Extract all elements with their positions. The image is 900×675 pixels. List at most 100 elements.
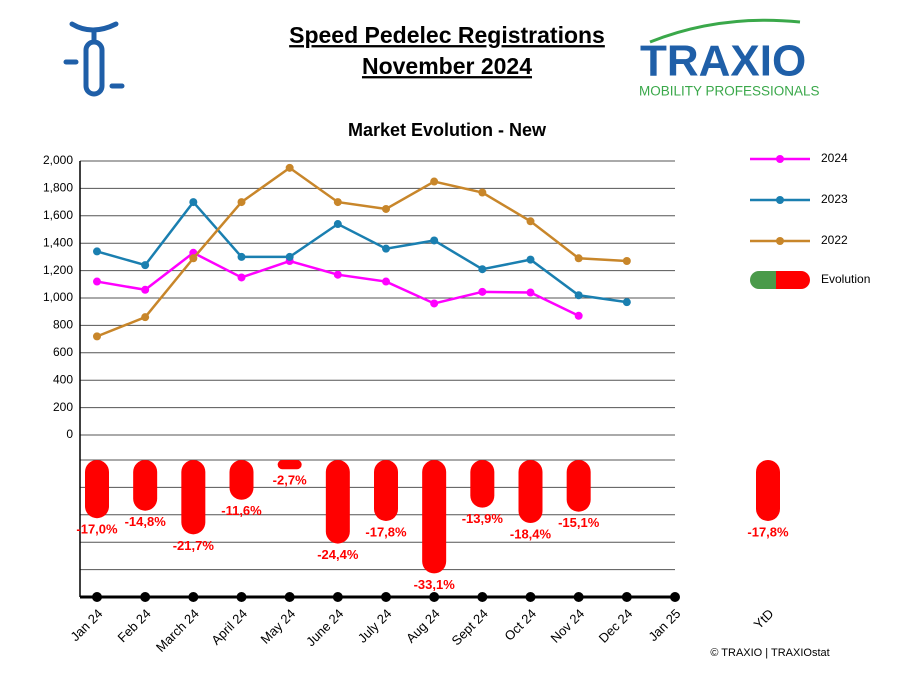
x-tick-label: Dec 24 xyxy=(596,606,636,646)
logo-name: TRAXIO xyxy=(640,37,806,86)
x-tick-label: June 24 xyxy=(303,606,346,649)
y-tick-label: 200 xyxy=(53,400,73,414)
legend-dot xyxy=(776,155,784,163)
legend-label: 2022 xyxy=(821,233,848,247)
series-point xyxy=(141,313,150,322)
series-point xyxy=(478,287,487,296)
x-tick-label: Sept 24 xyxy=(449,606,491,648)
x-tick-label: Aug 24 xyxy=(403,606,443,646)
series-point xyxy=(574,254,583,263)
evolution-label: -17,0% xyxy=(76,522,118,537)
evolution-bar xyxy=(133,460,158,511)
x-tick-label: March 24 xyxy=(153,606,202,655)
evolution-bar xyxy=(422,460,447,574)
series-point xyxy=(141,285,150,294)
x-tick-label: Jan 24 xyxy=(67,606,105,644)
y-tick-label: 1,400 xyxy=(43,235,73,249)
evolution-bar xyxy=(518,460,543,524)
y-tick-label: 1,000 xyxy=(43,290,73,304)
series-point xyxy=(93,247,101,256)
series-point xyxy=(285,252,294,261)
series-point xyxy=(478,188,487,197)
evolution-label: -17,8% xyxy=(747,524,789,539)
evolution-bar xyxy=(277,460,302,470)
series-point xyxy=(478,265,487,274)
legend-label: 2023 xyxy=(821,192,848,206)
series-line xyxy=(96,251,580,317)
y-tick-label: 0 xyxy=(66,427,73,441)
series-point xyxy=(333,270,342,279)
x-axis-dot xyxy=(670,592,680,602)
evolution-label: -15,1% xyxy=(558,515,600,530)
evolution-label: -13,9% xyxy=(462,511,504,526)
series-point xyxy=(93,332,101,341)
series-point xyxy=(526,255,535,264)
evolution-bar xyxy=(325,460,350,544)
x-axis-dot xyxy=(92,592,102,602)
y-tick-label: 400 xyxy=(53,372,73,386)
evolution-bar xyxy=(374,460,398,521)
y-tick-label: 600 xyxy=(53,345,73,359)
series-point xyxy=(574,291,583,300)
legend-evolution-neg xyxy=(776,271,788,289)
title: Speed Pedelec Registrations xyxy=(289,22,605,48)
evolution-label: -11,6% xyxy=(221,503,262,518)
logo-swoosh xyxy=(649,18,801,44)
x-axis-dot xyxy=(188,592,199,602)
subtitle: November 2024 xyxy=(362,53,532,79)
series-point xyxy=(574,311,583,320)
x-axis-dot xyxy=(525,592,536,602)
series-point xyxy=(285,163,294,172)
x-axis-dot xyxy=(429,592,440,602)
series-point xyxy=(430,236,439,245)
evolution-label: -33,1% xyxy=(414,577,456,592)
evolution-label: -14,8% xyxy=(125,514,167,529)
series-point xyxy=(382,204,390,213)
series-point xyxy=(237,198,246,207)
x-tick-label: Oct 24 xyxy=(501,606,539,644)
x-axis-dot xyxy=(236,592,247,602)
x-axis-dot xyxy=(332,592,343,602)
evolution-bar xyxy=(470,460,495,508)
evolution-bar xyxy=(181,460,206,535)
series-line xyxy=(96,166,627,338)
series-point xyxy=(382,277,390,286)
y-tick-label: 800 xyxy=(53,318,73,332)
icon xyxy=(63,21,125,97)
x-tick-label: Feb 24 xyxy=(114,606,153,645)
series-point xyxy=(382,244,390,253)
x-tick-label: April 24 xyxy=(208,606,250,648)
series-point xyxy=(189,254,198,263)
x-tick-label: Jan 25 xyxy=(645,606,683,644)
series-line xyxy=(96,200,628,304)
legend-label: 2024 xyxy=(821,151,848,165)
evolution-label: -21,7% xyxy=(173,538,215,553)
x-tick-label: May 24 xyxy=(257,606,298,647)
legend-label: Evolution xyxy=(821,272,870,286)
x-axis-dot xyxy=(477,592,488,602)
series-point xyxy=(430,299,439,308)
series-point xyxy=(622,257,631,266)
x-tick-label: July 24 xyxy=(355,606,395,646)
series-point xyxy=(237,252,246,261)
series-point xyxy=(93,277,101,286)
evolution-label: -17,8% xyxy=(365,524,407,539)
evolution-label: -18,4% xyxy=(510,526,552,541)
chart-title: Market Evolution - New xyxy=(348,120,547,140)
x-axis-dot xyxy=(621,592,632,602)
series-point xyxy=(526,217,535,226)
series-point xyxy=(333,220,342,229)
x-tick-label: Nov 24 xyxy=(547,606,587,646)
series-point xyxy=(189,198,198,207)
y-tick-label: 1,600 xyxy=(43,208,73,222)
evolution-bar xyxy=(756,460,780,521)
series-point xyxy=(526,288,535,297)
y-tick-label: 1,800 xyxy=(43,181,73,195)
y-tick-label: 2,000 xyxy=(43,153,73,167)
evolution-bar xyxy=(85,460,109,519)
evolution-label: -2,7% xyxy=(273,473,307,488)
x-axis-dot xyxy=(284,592,295,602)
logo-tagline: MOBILITY PROFESSIONALS xyxy=(639,84,820,99)
